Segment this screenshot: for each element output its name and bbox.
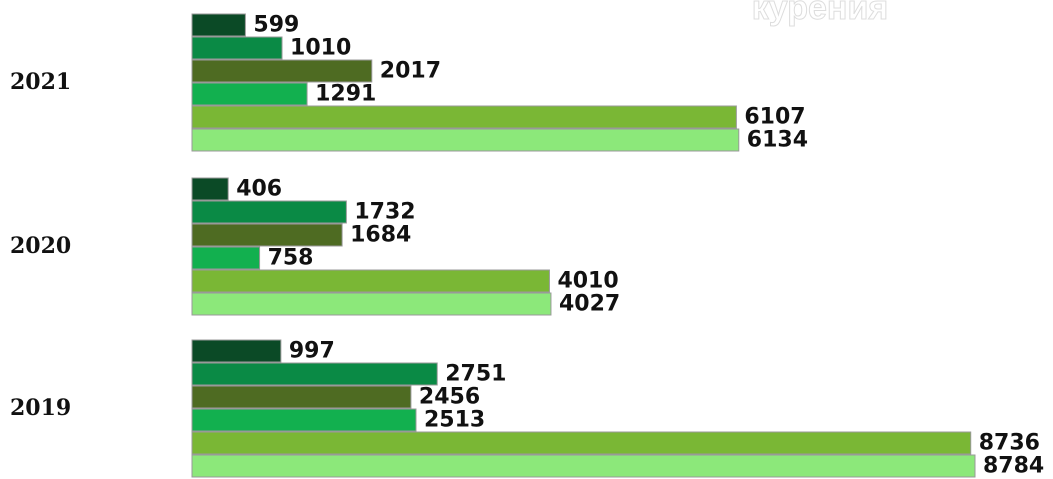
value-label: 1291 [315,82,376,107]
bar [191,269,550,293]
value-label: 997 [289,339,335,364]
bar [191,362,438,386]
value-label: 6107 [744,105,805,130]
bar [191,431,972,455]
value-label: 2456 [419,385,480,410]
bar [191,105,737,129]
value-label: 4010 [557,269,618,294]
value-label: 1684 [350,223,411,248]
bar [191,223,343,247]
bar [191,339,282,363]
bar [191,408,417,432]
value-label: 2017 [380,59,441,84]
bar [191,36,283,60]
bar [191,59,373,83]
chart-title: курения [752,0,888,27]
bar [191,454,976,478]
bar [191,385,412,409]
value-label: 8784 [983,454,1044,479]
bar [191,82,308,106]
value-label: 2751 [445,362,506,387]
bar [191,13,246,37]
bar [191,200,347,224]
value-label: 4027 [559,292,620,317]
value-label: 1732 [354,200,415,225]
bar [191,246,261,270]
value-label: 6134 [747,128,808,153]
value-label: 758 [268,246,314,271]
bar [191,128,740,152]
bar [191,292,552,316]
category-label: 2021 [10,69,71,95]
value-label: 8736 [979,431,1040,456]
value-label: 2513 [424,408,485,433]
bar [191,177,229,201]
value-label: 599 [253,13,299,38]
value-label: 406 [236,177,282,202]
value-label: 1010 [290,36,351,61]
category-label: 2020 [10,233,71,259]
category-label: 2019 [10,395,71,421]
